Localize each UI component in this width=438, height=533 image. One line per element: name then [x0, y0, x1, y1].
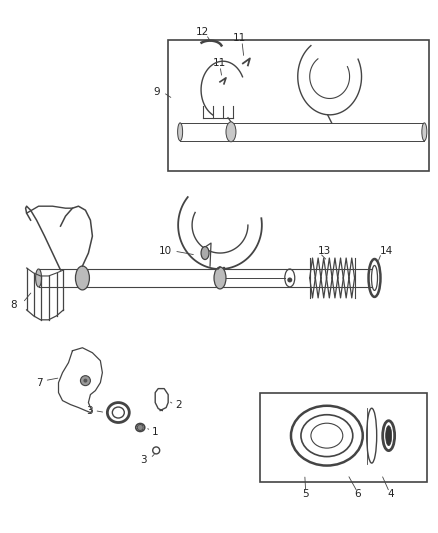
Circle shape — [81, 376, 90, 385]
Ellipse shape — [214, 267, 226, 289]
Text: 10: 10 — [159, 246, 172, 256]
Circle shape — [83, 378, 88, 383]
Text: 1: 1 — [152, 427, 159, 438]
Text: 6: 6 — [355, 489, 361, 499]
Ellipse shape — [35, 269, 42, 287]
Text: 13: 13 — [318, 246, 331, 256]
Ellipse shape — [75, 266, 89, 290]
Circle shape — [287, 278, 292, 282]
Ellipse shape — [226, 122, 236, 142]
Text: 9: 9 — [154, 87, 160, 98]
Text: 3: 3 — [86, 406, 92, 416]
Text: 14: 14 — [379, 246, 393, 256]
Ellipse shape — [178, 123, 183, 141]
Text: 12: 12 — [196, 27, 209, 37]
Text: 4: 4 — [388, 489, 394, 499]
Text: 8: 8 — [11, 300, 17, 310]
Ellipse shape — [386, 426, 392, 446]
Text: 2: 2 — [175, 400, 182, 409]
Text: 11: 11 — [233, 34, 246, 43]
Ellipse shape — [422, 123, 427, 141]
Text: 3: 3 — [140, 455, 147, 465]
Text: 7: 7 — [36, 378, 42, 387]
Ellipse shape — [201, 247, 209, 260]
Bar — [260, 393, 427, 482]
Text: 11: 11 — [213, 59, 226, 68]
Circle shape — [137, 424, 143, 431]
Text: 5: 5 — [302, 489, 308, 499]
Bar — [168, 40, 429, 171]
